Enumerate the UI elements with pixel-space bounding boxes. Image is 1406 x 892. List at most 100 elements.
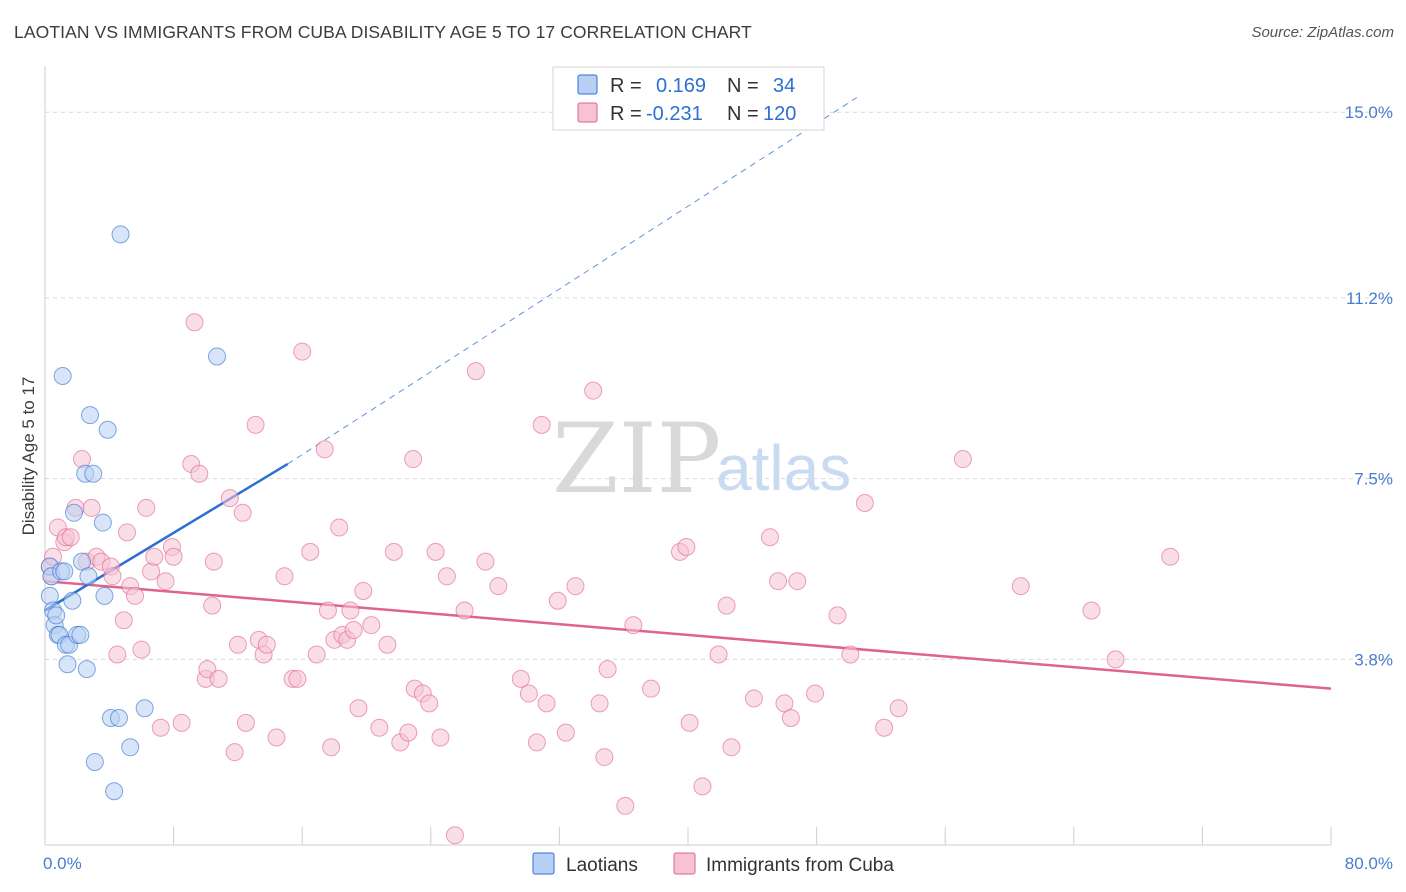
legend-r-label: R = (610, 75, 642, 97)
series-legend-swatch-cuba (673, 852, 696, 875)
point-cuba (288, 669, 307, 688)
point-laotians (105, 782, 124, 801)
watermark-zip: ZIP (552, 403, 721, 515)
point-cuba (855, 494, 874, 513)
legend-swatch-cuba (577, 102, 598, 123)
point-cuba (590, 694, 609, 713)
trend-line-laotians-extension (287, 97, 858, 465)
point-laotians (58, 655, 77, 674)
point-cuba (236, 713, 255, 732)
point-laotians (81, 406, 100, 425)
point-cuba (209, 669, 228, 688)
point-cuba (511, 669, 530, 688)
point-cuba (566, 577, 585, 596)
legend-r-value-cuba: -0.231 (646, 103, 703, 125)
trend-line-laotians (44, 462, 289, 612)
point-cuba (315, 440, 334, 459)
point-cuba (190, 464, 209, 483)
point-laotians (135, 699, 154, 718)
trend-line-cuba (44, 579, 1332, 690)
point-cuba (267, 728, 286, 747)
chart-title: LAOTIAN VS IMMIGRANTS FROM CUBA DISABILI… (14, 22, 752, 42)
point-cuba (384, 542, 403, 561)
point-cuba (445, 826, 464, 845)
series-legend-swatch-laotians (532, 852, 555, 875)
series-legend-laotians: Laotians (566, 855, 638, 876)
point-cuba (828, 606, 847, 625)
point-laotians (93, 513, 112, 532)
point-laotians (53, 367, 72, 386)
point-cuba (103, 567, 122, 586)
point-cuba (595, 748, 614, 767)
point-laotians (121, 738, 140, 757)
point-cuba (72, 450, 91, 469)
point-cuba (1161, 547, 1180, 566)
y-axis-label: Disability Age 5 to 17 (19, 377, 38, 536)
point-cuba (519, 684, 538, 703)
trend-lines (44, 97, 1332, 690)
point-cuba (330, 518, 349, 537)
point-cuba (204, 552, 223, 571)
point-cuba (246, 415, 265, 434)
point-cuba (399, 723, 418, 742)
legend-n-label: N = (727, 75, 759, 97)
watermark-atlas: atlas (716, 432, 851, 504)
y-tick-labels: 3.8% 7.5% 11.2% 15.0% (1345, 103, 1393, 669)
point-cuba (616, 796, 635, 815)
point-cuba (185, 313, 204, 332)
point-cuba (1082, 601, 1101, 620)
point-laotians (77, 660, 96, 679)
legend-swatch-laotians (577, 74, 598, 95)
point-cuba (769, 572, 788, 591)
point-cuba (431, 728, 450, 747)
point-cuba (805, 684, 824, 703)
y-tick-label: 15.0% (1345, 103, 1393, 122)
point-cuba (1011, 577, 1030, 596)
point-cuba (476, 552, 495, 571)
point-cuba (307, 645, 326, 664)
x-tick-label: 80.0% (1345, 854, 1393, 873)
point-cuba (349, 699, 368, 718)
point-cuba (744, 689, 763, 708)
point-cuba (889, 699, 908, 718)
point-cuba (132, 640, 151, 659)
point-cuba (318, 601, 337, 620)
legend-n-label: N = (727, 103, 759, 125)
point-cuba (781, 708, 800, 727)
point-laotians (85, 752, 104, 771)
point-cuba (532, 415, 551, 434)
point-cuba (344, 621, 363, 640)
point-cuba (82, 498, 101, 517)
legend-r-value-laotians: 0.169 (656, 75, 706, 97)
point-cuba (953, 450, 972, 469)
point-laotians (47, 606, 66, 625)
point-cuba (233, 503, 252, 522)
point-cuba (693, 777, 712, 796)
point-cuba (301, 542, 320, 561)
point-laotians (55, 562, 74, 581)
point-cuba (275, 567, 294, 586)
point-cuba (537, 694, 556, 713)
point-cuba (341, 601, 360, 620)
point-laotians (84, 464, 103, 483)
point-laotians (111, 225, 130, 244)
point-cuba (228, 635, 247, 654)
point-cuba (142, 562, 161, 581)
x-tick-labels: 0.0% 80.0% (43, 854, 1393, 873)
point-cuba (548, 591, 567, 610)
point-cuba (584, 381, 603, 400)
point-cuba (489, 577, 508, 596)
series-legend: Laotians Immigrants from Cuba (532, 852, 894, 876)
point-cuba (108, 645, 127, 664)
point-laotians (71, 625, 90, 644)
point-cuba (642, 679, 661, 698)
y-tick-label: 7.5% (1354, 470, 1393, 489)
point-cuba (717, 596, 736, 615)
point-cuba (225, 743, 244, 762)
grid-lines (45, 111, 1392, 660)
x-tick-label: 0.0% (43, 854, 82, 873)
point-cuba (624, 616, 643, 635)
point-laotians (40, 586, 59, 605)
point-laotians (109, 708, 128, 727)
